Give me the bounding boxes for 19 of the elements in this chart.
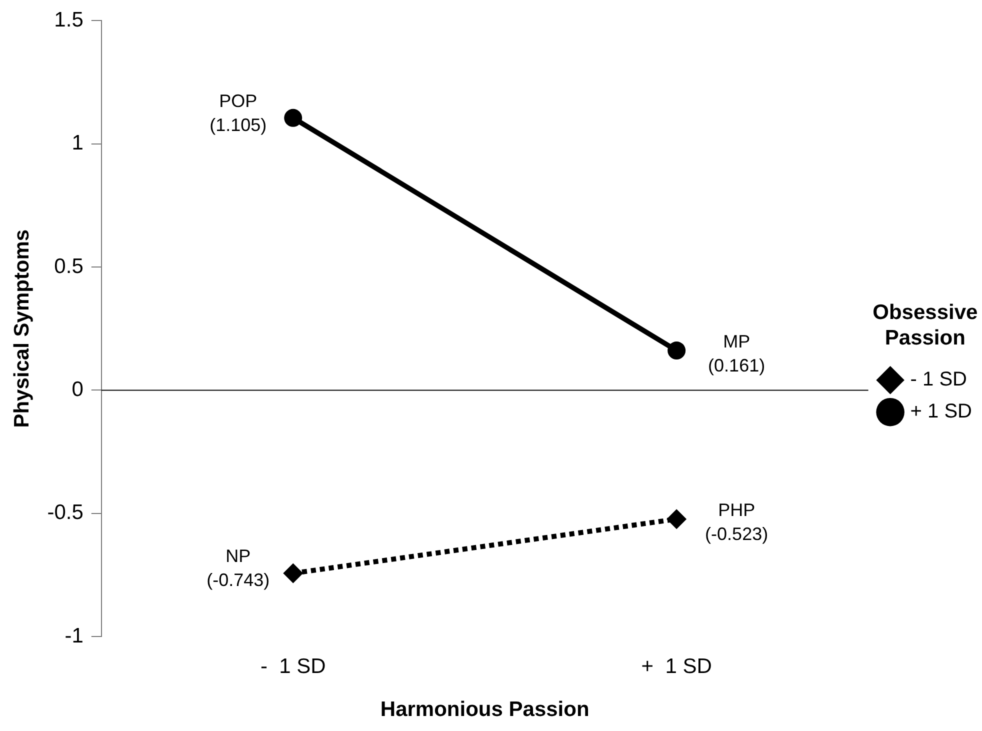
point [666,509,687,530]
legend-title: Obsessive Passion [872,301,978,350]
point [668,342,686,360]
point [284,108,302,127]
y-tick-label: 0 [72,378,84,401]
y-axis-title: Physical Symptoms [10,229,34,428]
point [283,563,304,584]
legend-label: + 1 SD [910,400,972,423]
annotation: MP (0.161) [708,332,766,376]
x-axis-title: Harmonious Passion [380,698,590,722]
legend-label: - 1 SD [910,368,967,391]
annotation: PHP (-0.523) [705,500,768,544]
annotation: NP (-0.743) [206,546,270,590]
y-tick-label: -0.5 [47,501,84,524]
y-tick-label: 0.5 [54,254,84,278]
y-tick-label: 1.5 [54,8,84,32]
annotation: POP (1.105) [210,90,267,135]
y-tick-label: -1 [64,624,84,648]
y-tick-label: 1 [72,132,84,155]
